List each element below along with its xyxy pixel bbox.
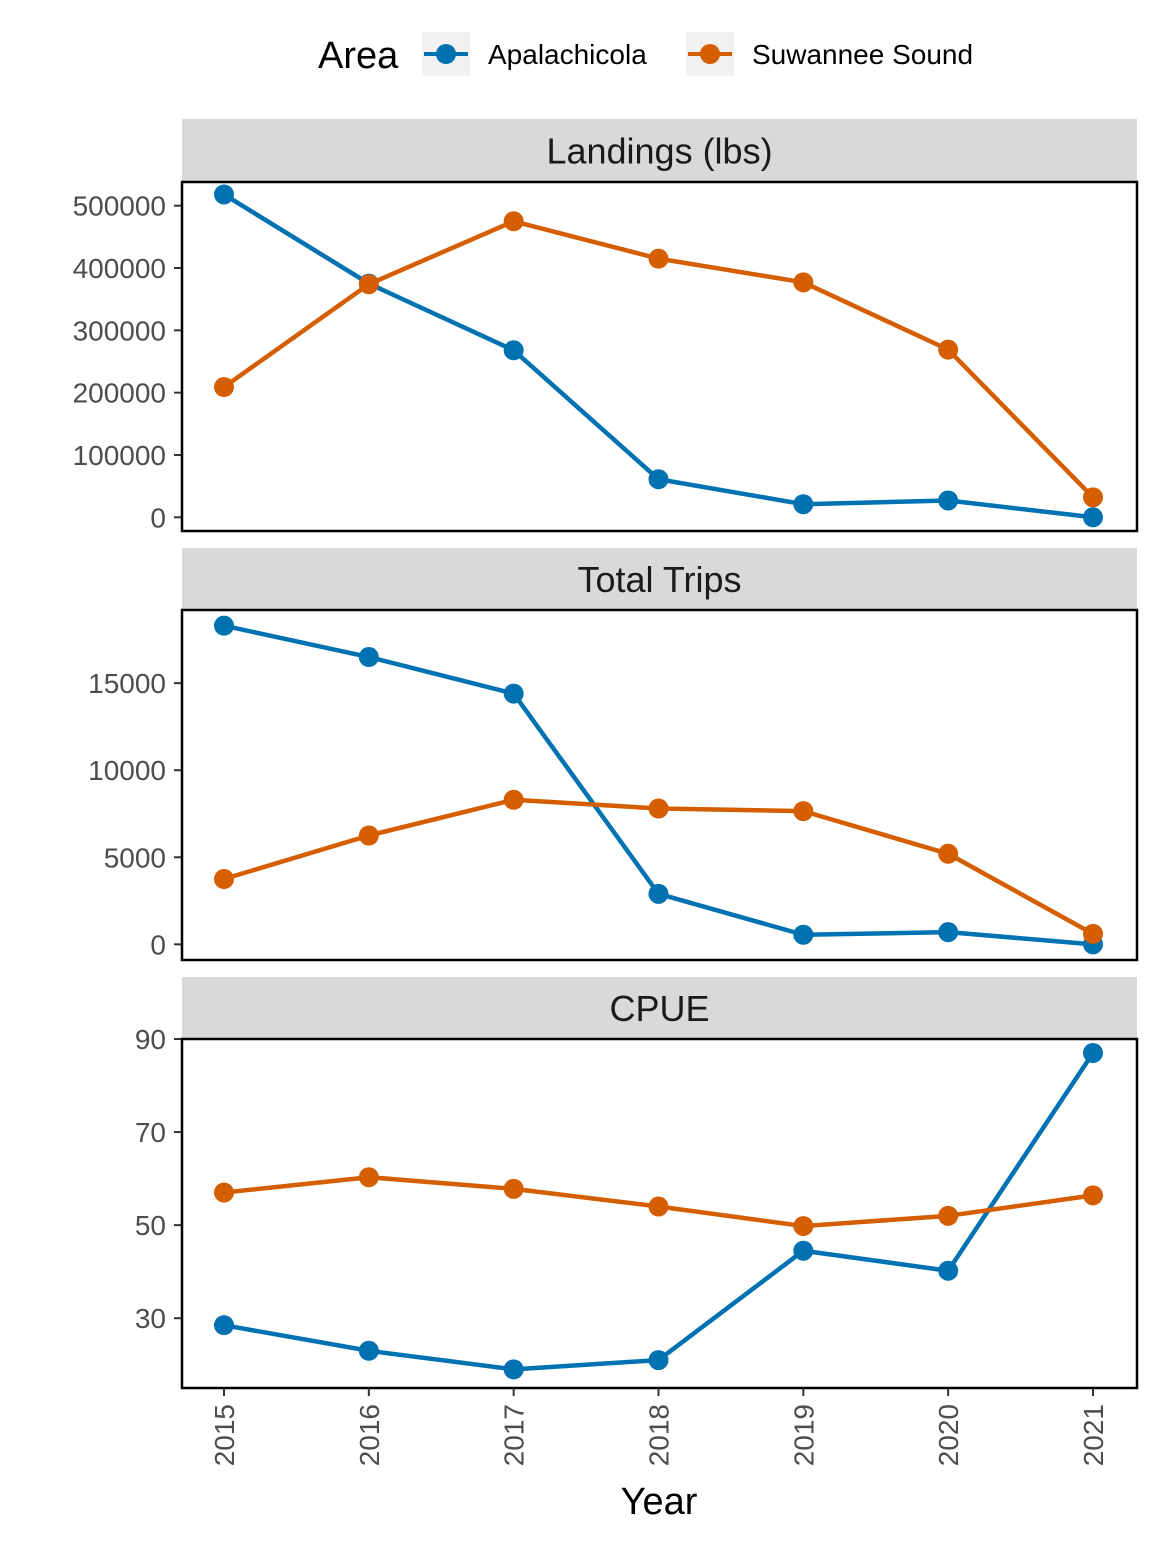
legend-key-point bbox=[700, 44, 720, 64]
y-tick-label: 400000 bbox=[73, 253, 166, 284]
y-tick-label: 15000 bbox=[88, 668, 166, 699]
data-point bbox=[1083, 1185, 1103, 1206]
panel-total-trips: Total Trips 0 5000 10000 15000 bbox=[88, 548, 1139, 962]
series-apalachicola bbox=[214, 1042, 1103, 1380]
data-point bbox=[1083, 507, 1103, 528]
y-tick-label: 300000 bbox=[73, 315, 166, 346]
y-tick-label: 0 bbox=[150, 929, 166, 960]
data-point bbox=[214, 1315, 234, 1336]
legend-label: Suwannee Sound bbox=[752, 39, 973, 70]
series-suwannee-sound bbox=[214, 211, 1103, 508]
panel-border bbox=[180, 180, 1139, 533]
panel-landings-lbs: Landings (lbs) 0 100000 200000 300000 400000 5… bbox=[73, 119, 1139, 533]
data-point bbox=[503, 789, 524, 810]
data-point bbox=[503, 1359, 524, 1380]
y-tick-label: 30 bbox=[135, 1303, 166, 1334]
data-point bbox=[1083, 923, 1103, 944]
data-point bbox=[503, 211, 524, 232]
panel-cpue: CPUE 30 50 70 90 bbox=[135, 977, 1139, 1390]
data-point bbox=[214, 377, 234, 398]
x-tick-label: 2015 bbox=[209, 1404, 240, 1466]
facet-strip bbox=[182, 548, 1137, 610]
data-point bbox=[1083, 1042, 1103, 1063]
legend: Area Apalachicola Suwannee Sound bbox=[318, 32, 973, 77]
data-point bbox=[503, 340, 524, 361]
data-point bbox=[648, 469, 669, 490]
data-point bbox=[938, 922, 959, 943]
x-tick-label: 2021 bbox=[1078, 1404, 1109, 1466]
data-point bbox=[214, 615, 234, 636]
data-point bbox=[358, 274, 379, 295]
data-point bbox=[793, 1216, 814, 1237]
x-tick-label: 2017 bbox=[499, 1404, 530, 1466]
data-point bbox=[358, 1167, 379, 1188]
series-suwannee-sound bbox=[214, 789, 1103, 944]
series-line bbox=[222, 192, 1094, 520]
legend-key-point bbox=[436, 44, 456, 64]
data-point bbox=[358, 825, 379, 846]
y-tick-label: 0 bbox=[150, 502, 166, 533]
y-tick-label: 5000 bbox=[104, 842, 166, 873]
series-apalachicola bbox=[214, 615, 1103, 955]
legend-label: Apalachicola bbox=[488, 39, 647, 70]
y-tick-label: 10000 bbox=[88, 755, 166, 786]
series-apalachicola bbox=[214, 184, 1103, 528]
y-tick-label: 90 bbox=[135, 1024, 166, 1055]
x-tick-label: 2020 bbox=[933, 1404, 964, 1466]
x-tick-label: 2016 bbox=[354, 1404, 385, 1466]
x-tick-label: 2018 bbox=[644, 1404, 675, 1466]
data-point bbox=[793, 801, 814, 822]
data-point bbox=[793, 924, 814, 945]
data-point bbox=[938, 843, 959, 864]
data-point bbox=[793, 272, 814, 293]
data-point bbox=[648, 248, 669, 269]
y-tick-label: 50 bbox=[135, 1210, 166, 1241]
data-point bbox=[214, 184, 234, 205]
facet-title: Landings (lbs) bbox=[546, 131, 772, 172]
legend-title: Area bbox=[318, 35, 399, 77]
data-point bbox=[503, 1178, 524, 1199]
facet-title: Total Trips bbox=[577, 559, 741, 600]
legend-item-apalachicola: Apalachicola bbox=[422, 32, 647, 76]
x-axis-title: Year bbox=[621, 1481, 698, 1523]
data-point bbox=[648, 1196, 669, 1217]
data-point bbox=[938, 490, 959, 511]
data-point bbox=[214, 1182, 234, 1203]
data-point bbox=[793, 1240, 814, 1261]
legend-item-suwannee-sound: Suwannee Sound bbox=[686, 32, 973, 76]
data-point bbox=[1083, 487, 1103, 508]
facet-strip bbox=[182, 119, 1137, 182]
data-point bbox=[938, 339, 959, 360]
data-point bbox=[938, 1205, 959, 1226]
data-point bbox=[214, 869, 234, 890]
data-point bbox=[358, 1340, 379, 1361]
y-tick-label: 70 bbox=[135, 1117, 166, 1148]
data-point bbox=[358, 647, 379, 668]
y-tick-label: 200000 bbox=[73, 378, 166, 409]
data-point bbox=[503, 683, 524, 704]
series-line bbox=[223, 797, 1095, 936]
facet-panels: Landings (lbs)01000002000003000004000005… bbox=[73, 119, 1139, 1390]
facet-strip bbox=[182, 977, 1137, 1039]
y-tick-label: 500000 bbox=[73, 191, 166, 222]
data-point bbox=[938, 1260, 959, 1281]
x-axis: 2015 2016 2017 2018 2019 2020 2021 bbox=[209, 1388, 1109, 1466]
data-point bbox=[648, 1350, 669, 1371]
panel-border bbox=[180, 608, 1139, 962]
data-point bbox=[793, 494, 814, 515]
data-point bbox=[648, 883, 669, 904]
y-tick-label: 100000 bbox=[73, 440, 166, 471]
data-point bbox=[648, 798, 669, 819]
x-tick-label: 2019 bbox=[788, 1404, 819, 1466]
facet-title: CPUE bbox=[609, 988, 709, 1029]
series-suwannee-sound bbox=[214, 1167, 1103, 1237]
